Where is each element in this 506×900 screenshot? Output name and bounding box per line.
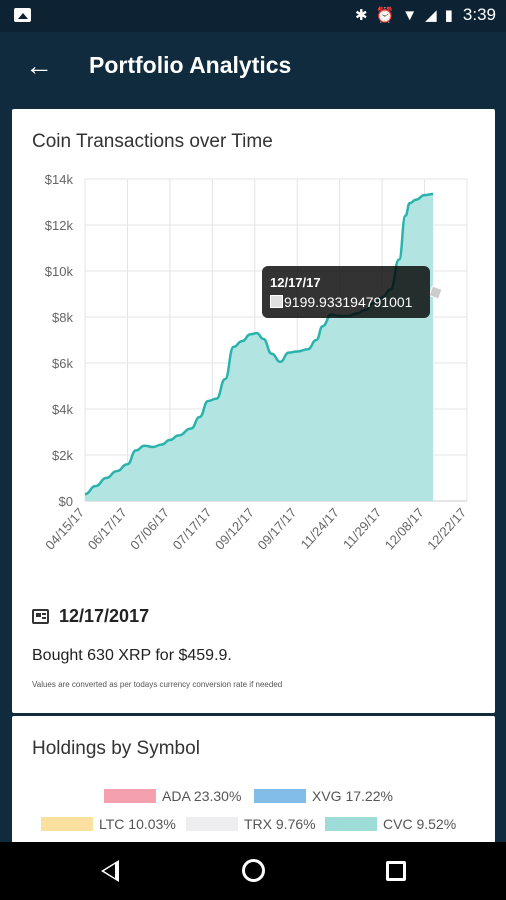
chart-tooltip: 12/17/17 9199.933194791001 — [262, 266, 430, 318]
selected-transaction-description: Bought 630 XRP for $459.9. — [32, 647, 232, 664]
chart-title: Coin Transactions over Time — [32, 131, 273, 152]
y-tick-label: $14k — [45, 172, 74, 187]
conversion-note: Values are converted as per todays curre… — [32, 680, 283, 689]
legend-swatch — [254, 789, 306, 803]
gallery-icon — [14, 8, 31, 22]
arrow-left-icon[interactable]: ← — [25, 50, 53, 81]
transactions-card: Coin Transactions over Time $0 $2k $4k $6k $… — [12, 109, 495, 713]
selected-transaction-date-row: 12/17/2017 — [32, 606, 149, 627]
y-tick-label: $10k — [45, 264, 74, 279]
selected-transaction-date: 12/17/2017 — [59, 606, 150, 626]
y-tick-label: $12k — [45, 218, 74, 233]
legend-swatch — [325, 817, 377, 831]
navigation-bar — [0, 842, 506, 900]
tooltip-swatch — [270, 295, 283, 308]
x-tick-label: 09/12/17 — [212, 505, 257, 553]
holdings-title: Holdings by Symbol — [32, 738, 200, 759]
signal-icon: ◢ — [425, 7, 437, 24]
status-icons: ✱ ⏰ ▼ ◢ ▮ 3:39 — [355, 5, 496, 25]
holdings-legend: ADA 23.30% XVG 17.22% LTC 10.03% TRX 9.7… — [12, 786, 495, 842]
x-tick-label: 09/17/17 — [254, 505, 299, 553]
legend-swatch — [186, 817, 238, 831]
bluetooth-icon: ✱ — [354, 7, 368, 24]
x-tick-label: 12/08/17 — [382, 505, 427, 553]
legend-item-ltc[interactable]: LTC 10.03% — [41, 816, 176, 832]
legend-swatch — [104, 789, 156, 803]
x-tick-label: 11/29/17 — [340, 505, 384, 552]
legend-label: XVG 17.22% — [312, 788, 393, 804]
x-tick-label: 07/06/17 — [127, 505, 172, 553]
x-tick-label: 04/15/17 — [42, 505, 87, 553]
alarm-icon: ⏰ — [375, 7, 395, 24]
x-tick-label: 11/24/17 — [298, 505, 342, 552]
legend-item-xvg[interactable]: XVG 17.22% — [254, 788, 393, 804]
legend-label: CVC 9.52% — [383, 816, 457, 832]
holdings-card: Holdings by Symbol ADA 23.30% XVG 17.22%… — [12, 716, 495, 846]
y-tick-label: $0 — [59, 494, 73, 509]
y-tick-label: $8k — [52, 310, 73, 325]
legend-label: LTC 10.03% — [99, 816, 176, 832]
y-tick-label: $2k — [52, 448, 73, 463]
x-tick-label: 06/17/17 — [85, 505, 130, 553]
battery-icon: ▮ — [444, 7, 453, 24]
legend-label: ADA 23.30% — [162, 788, 242, 804]
wifi-icon: ▼ — [402, 6, 418, 24]
y-tick-label: $4k — [52, 402, 73, 417]
nav-back-icon[interactable] — [101, 860, 119, 882]
x-tick-label: 12/22/17 — [424, 505, 469, 553]
status-bar: ✱ ⏰ ▼ ◢ ▮ 3:39 — [0, 0, 506, 32]
newspaper-icon — [32, 609, 49, 624]
y-tick-label: $6k — [52, 356, 73, 371]
tooltip-date: 12/17/17 — [270, 275, 321, 290]
nav-recents-icon[interactable] — [386, 861, 406, 881]
area-fill — [85, 193, 434, 501]
legend-label: TRX 9.76% — [244, 816, 316, 832]
legend-item-cvc[interactable]: CVC 9.52% — [325, 816, 456, 832]
nav-home-icon[interactable] — [242, 859, 265, 882]
status-time: 3:39 — [462, 5, 496, 24]
x-tick-label: 07/17/17 — [170, 505, 215, 553]
legend-swatch — [41, 817, 93, 831]
app-bar: ← Portfolio Analytics — [0, 32, 506, 102]
tooltip-value: 9199.933194791001 — [284, 294, 413, 310]
page-title: Portfolio Analytics — [89, 52, 292, 78]
legend-item-ada[interactable]: ADA 23.30% — [104, 788, 241, 804]
legend-item-trx[interactable]: TRX 9.76% — [186, 816, 316, 832]
transactions-chart[interactable]: $0 $2k $4k $6k $8k $10k $12k $14k 04/15/1706/17/… — [12, 164, 495, 574]
